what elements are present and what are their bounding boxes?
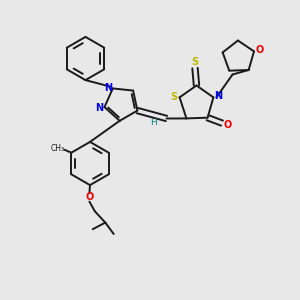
Text: S: S xyxy=(191,57,199,67)
Text: O: O xyxy=(256,46,264,56)
Text: H: H xyxy=(150,118,157,127)
Text: S: S xyxy=(171,92,178,102)
Text: N: N xyxy=(214,91,222,101)
Text: N: N xyxy=(104,83,112,93)
Text: CH₃: CH₃ xyxy=(51,144,65,153)
Text: O: O xyxy=(224,120,232,130)
Text: O: O xyxy=(85,192,94,202)
Text: N: N xyxy=(95,103,103,113)
